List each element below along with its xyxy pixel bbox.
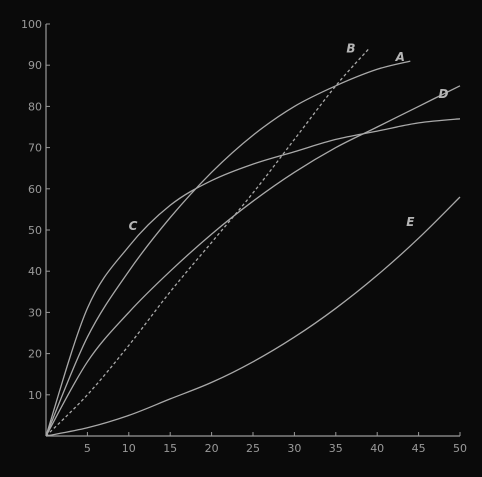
series-line-c [45,118,461,437]
x-tick-label-30: 30 [287,442,301,455]
x-tick-label-15: 15 [163,442,177,455]
series-labels: A B C D E [129,42,449,233]
x-tick-label-25: 25 [246,442,260,455]
series-lines [45,48,461,437]
series-line-d [45,85,461,437]
tick-labels: 5 10 15 20 25 30 35 40 45 50 10 20 30 40 50 60 70 80 90 100 [21,18,467,455]
x-tick-label-10: 10 [122,442,136,455]
y-tick-label-100: 100 [21,18,42,31]
series-label-a: A [395,50,405,64]
series-label-d: D [438,87,448,101]
series-line-a [45,60,411,437]
y-tick-label-80: 80 [28,100,42,113]
series-label-e: E [406,215,415,229]
y-tick-label-90: 90 [28,59,42,72]
series-label-b: B [346,42,355,56]
y-tick-label-20: 20 [28,348,42,361]
y-tick-label-70: 70 [28,142,42,155]
y-tick-label-10: 10 [28,389,42,402]
x-tick-label-35: 35 [329,442,343,455]
y-tick-label-60: 60 [28,183,42,196]
x-tick-label-45: 45 [412,442,426,455]
series-line-e [45,196,461,437]
y-tick-label-30: 30 [28,306,42,319]
y-tick-label-50: 50 [28,224,42,237]
x-tick-label-50: 50 [453,442,467,455]
x-tick-label-40: 40 [370,442,384,455]
x-tick-label-20: 20 [205,442,219,455]
y-tick-label-40: 40 [28,265,42,278]
series-line-b [45,48,370,437]
x-tick-label-5: 5 [84,442,91,455]
series-label-c: C [129,219,138,233]
